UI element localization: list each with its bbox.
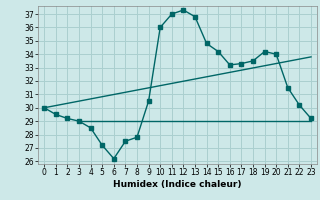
X-axis label: Humidex (Indice chaleur): Humidex (Indice chaleur) [113, 180, 242, 189]
